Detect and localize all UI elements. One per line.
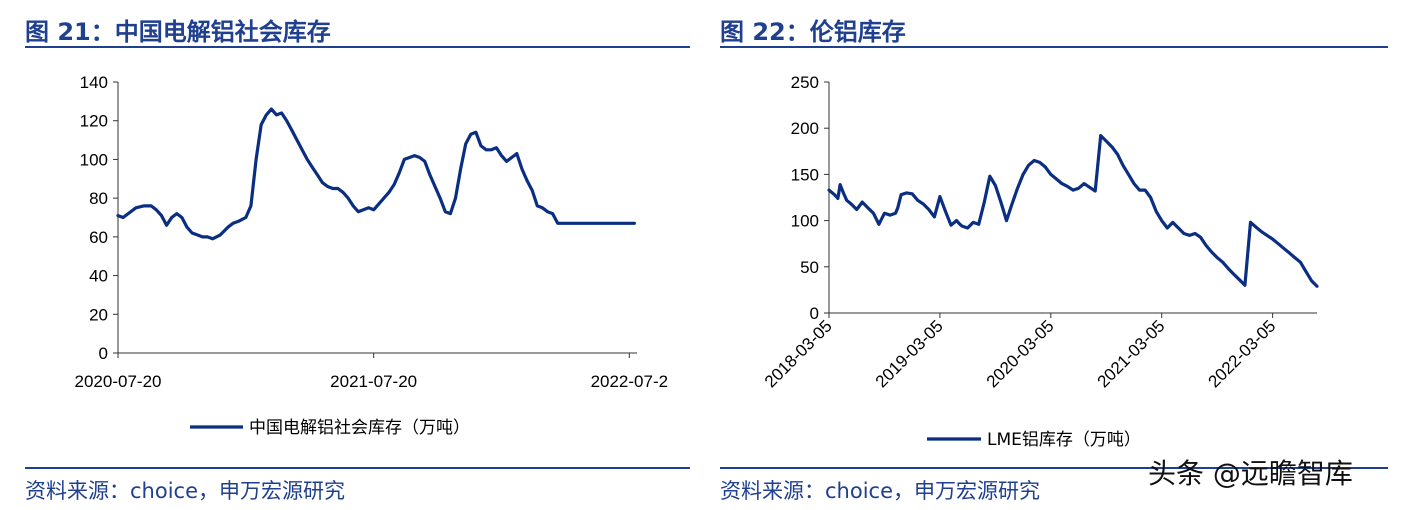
- x-tick-label: 2021-07-20: [330, 372, 417, 391]
- figure-22-title-rule: [720, 46, 1388, 48]
- figure-21-source-rule: [25, 467, 690, 469]
- y-tick-label: 50: [800, 258, 819, 277]
- y-tick-label: 140: [80, 73, 108, 92]
- series-line: [827, 134, 1319, 288]
- figure-22-title: 图 22：伦铝库存: [720, 18, 906, 46]
- x-tick-label: 2022-07-2: [591, 372, 669, 391]
- y-tick-label: 120: [80, 112, 108, 131]
- watermark: 头条 @远瞻智库: [1148, 457, 1353, 490]
- figure-21-title: 图 21：中国电解铝社会库存: [25, 18, 331, 46]
- x-tick-label: 2020-07-20: [75, 372, 162, 391]
- y-tick-label: 60: [89, 228, 108, 247]
- figure-21-title-rule: [25, 46, 690, 48]
- figure-22-source: 资料来源：choice，申万宏源研究: [720, 479, 1041, 503]
- y-tick-label: 150: [791, 165, 819, 184]
- y-tick-label: 100: [80, 150, 108, 169]
- y-tick-label: 100: [791, 212, 819, 231]
- figure-22-source-rule: [720, 467, 1388, 469]
- y-tick-label: 250: [791, 73, 819, 92]
- y-tick-label: 200: [791, 119, 819, 138]
- x-tick-label: 2019-03-05: [872, 316, 947, 391]
- y-tick-label: 40: [89, 267, 108, 286]
- figure-22-panel: 图 22：伦铝库存 0 50 100 150 200 250 2018-03-05 2019-…: [705, 0, 1418, 510]
- series-line: [116, 107, 637, 241]
- figure-21-chart: 0 20 40 60 80 100 120 140 2020-07-20 2021-07-20 20…: [75, 73, 669, 438]
- figure-22-chart: 0 50 100 150 200 250 2018-03-05 2019-03-05 2020-…: [761, 73, 1319, 450]
- y-tick-label: 80: [89, 189, 108, 208]
- legend-label: 中国电解铝社会库存（万吨）: [249, 418, 470, 438]
- y-tick-label: 0: [810, 304, 819, 323]
- x-tick-label: 2022-03-05: [1205, 316, 1280, 391]
- figure-21-panel: 图 21：中国电解铝社会库存 0 20 40 60 80 100 120 140 2020-07…: [0, 0, 700, 510]
- x-tick-label: 2021-03-05: [1094, 316, 1169, 391]
- y-tick-label: 0: [99, 344, 108, 363]
- x-tick-label: 2018-03-05: [761, 316, 836, 391]
- y-tick-label: 20: [89, 305, 108, 324]
- x-tick-label: 2020-03-05: [983, 316, 1058, 391]
- figure-21-source: 资料来源：choice，申万宏源研究: [25, 479, 346, 503]
- legend-label: LME铝库存（万吨）: [987, 430, 1141, 450]
